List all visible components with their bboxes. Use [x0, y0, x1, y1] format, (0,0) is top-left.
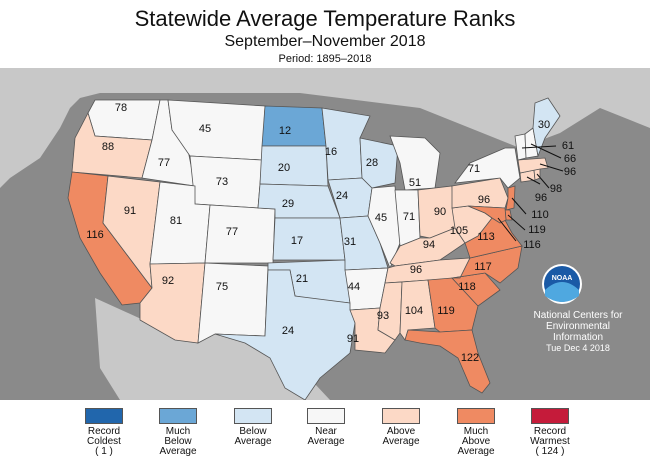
- legend-swatch: [382, 408, 420, 424]
- state-ma: [517, 157, 549, 174]
- legend-label: Record Coldest ( 1 ): [87, 426, 121, 457]
- rank-pa: 96: [478, 194, 490, 206]
- rank-ga: 119: [437, 305, 455, 317]
- caption-line2: Environmental: [546, 321, 610, 332]
- rank-ia: 24: [336, 190, 348, 202]
- rank-sc: 118: [458, 281, 476, 293]
- rank-sd: 20: [278, 162, 290, 174]
- rank-tx: 24: [282, 325, 294, 337]
- rank-ar: 44: [348, 281, 360, 293]
- rank-fl: 122: [461, 352, 479, 364]
- legend-swatch: [234, 408, 272, 424]
- legend-swatch: [531, 408, 569, 424]
- caption-date: Tue Dec 4 2018: [546, 343, 610, 353]
- legend-swatch: [85, 408, 123, 424]
- legend: Record Coldest ( 1 ) Much Below Average …: [0, 408, 650, 475]
- rank-ok: 21: [296, 273, 308, 285]
- rank-va: 113: [477, 231, 495, 243]
- rank-id: 77: [158, 157, 170, 169]
- legend-item-record-warmest: Record Warmest ( 124 ): [510, 408, 590, 457]
- rank-co: 77: [226, 226, 238, 238]
- rank-in: 71: [403, 211, 415, 223]
- noaa-caption: National Centers for Environmental Infor…: [522, 310, 634, 354]
- state-md: [467, 205, 507, 224]
- legend-label: Near Average: [307, 426, 345, 447]
- rank-de: 119: [528, 224, 546, 236]
- legend-swatch: [457, 408, 495, 424]
- rank-ct: 96: [535, 192, 547, 204]
- rank-ks: 17: [291, 235, 303, 247]
- rank-ri: 98: [550, 183, 562, 195]
- state-nj: [505, 185, 516, 211]
- leader-lines: [497, 143, 564, 242]
- rank-ky: 94: [423, 239, 435, 251]
- state-sd: [259, 145, 329, 187]
- rank-mn: 16: [325, 146, 337, 158]
- legend-item-record-coldest: Record Coldest ( 1 ): [64, 408, 144, 457]
- legend-label: Record Warmest ( 124 ): [530, 426, 570, 457]
- rank-nj: 110: [531, 209, 549, 221]
- state-nm: [197, 262, 269, 344]
- state-fl: [404, 329, 491, 394]
- legend-item-near: Near Average: [286, 408, 366, 447]
- period-label: Period: 1895–2018: [278, 53, 372, 65]
- rank-wy: 73: [216, 176, 228, 188]
- rank-mt: 45: [199, 123, 211, 135]
- legend-label: Much Below Average: [159, 426, 197, 457]
- legend-item-much-below: Much Below Average: [138, 408, 218, 457]
- rank-nd: 12: [279, 125, 291, 137]
- rank-nm: 75: [216, 281, 228, 293]
- state-co: [204, 204, 276, 264]
- legend-label: Much Above Average: [457, 426, 495, 457]
- state-me: [532, 97, 561, 158]
- rank-al: 104: [405, 305, 423, 317]
- rank-mi: 51: [409, 177, 421, 189]
- legend-swatch: [307, 408, 345, 424]
- legend-item-much-above: Much Above Average: [436, 408, 516, 457]
- state-wi: [359, 137, 399, 189]
- caption-line3: Information: [552, 332, 604, 343]
- rank-il: 45: [375, 212, 387, 224]
- rank-wi: 28: [366, 157, 378, 169]
- noaa-logo: NOAA: [542, 264, 582, 304]
- legend-item-below: Below Average: [213, 408, 293, 447]
- rank-or: 88: [102, 141, 114, 153]
- us-map: 78 88 116 91 77 45 73 81 77 92 75 12 20 …: [0, 68, 650, 400]
- rank-ut: 81: [170, 215, 182, 227]
- rank-mo: 31: [344, 236, 356, 248]
- canada-land: [0, 68, 650, 188]
- state-ks: [272, 217, 346, 261]
- map-area: 78 88 116 91 77 45 73 81 77 92 75 12 20 …: [0, 68, 650, 400]
- state-ny: [454, 147, 521, 189]
- rank-ne: 29: [282, 198, 294, 210]
- rank-ms: 93: [377, 310, 389, 322]
- map-subtitle: September–November 2018: [224, 33, 426, 50]
- rank-ny: 71: [468, 163, 480, 175]
- state-nd: [261, 105, 327, 147]
- rank-vt: 61: [562, 140, 574, 152]
- legend-label: Below Average: [234, 426, 272, 447]
- rank-wa: 78: [115, 102, 127, 114]
- rank-me: 30: [538, 119, 550, 131]
- rank-nc: 117: [474, 261, 492, 273]
- rank-tn: 96: [410, 264, 422, 276]
- legend-label: Above Average: [382, 426, 420, 447]
- rank-wv: 105: [450, 225, 468, 237]
- rank-ma: 96: [564, 166, 576, 178]
- state-tx: [214, 269, 356, 400]
- rank-md: 116: [523, 239, 541, 251]
- rank-nh: 66: [564, 153, 576, 165]
- rank-nv: 91: [124, 205, 136, 217]
- map-title: Statewide Average Temperature Ranks: [134, 6, 516, 31]
- rank-la: 91: [347, 333, 359, 345]
- rank-az: 92: [162, 275, 174, 287]
- rank-oh: 90: [434, 206, 446, 218]
- legend-item-above: Above Average: [361, 408, 441, 447]
- caption-line1: National Centers for: [533, 310, 623, 321]
- rank-ca: 116: [86, 229, 104, 241]
- noaa-logo-text: NOAA: [552, 275, 573, 282]
- legend-swatch: [159, 408, 197, 424]
